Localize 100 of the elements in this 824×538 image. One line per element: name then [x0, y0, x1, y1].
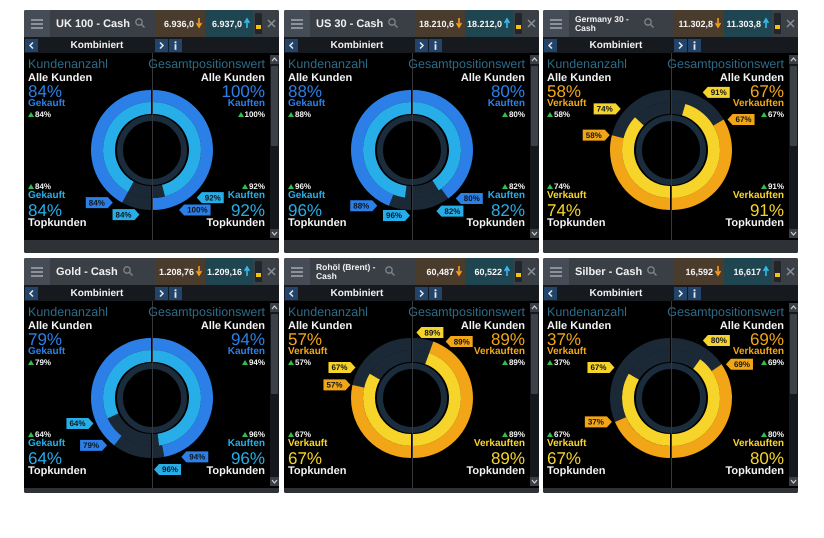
text: 80%	[508, 110, 525, 119]
text: Topkunden	[206, 217, 265, 229]
data-label: 67%	[590, 363, 606, 372]
slice-label: Verkauften	[474, 346, 525, 357]
text: Silber - Cash	[575, 266, 642, 278]
slice-label: Verkauften	[732, 346, 784, 357]
data-label: 96%	[162, 465, 178, 474]
text: 1.209,16	[206, 267, 242, 277]
text: 79%	[35, 358, 52, 367]
data-label: 80%	[464, 194, 480, 204]
category-label: Verkauft	[288, 346, 328, 357]
data-label: 89%	[424, 328, 440, 338]
text: 96%	[248, 430, 265, 439]
chart-title: Gesamtpositionswert	[408, 57, 525, 71]
text: Topkunden	[288, 217, 346, 229]
text: 58%	[554, 110, 570, 119]
chart-title: Gesamtpositionswert	[148, 305, 265, 319]
text: Topkunden	[206, 465, 265, 477]
slice-label: Verkauften	[732, 98, 784, 109]
data-label: 79%	[83, 441, 100, 450]
text: Alle Kunden	[547, 72, 612, 84]
slice-label: Verkauft	[547, 190, 586, 201]
text: Rohöl (Brent) - Cash	[316, 262, 376, 280]
text: 11.303,8	[726, 19, 761, 29]
text: 57%	[295, 358, 312, 367]
text: UK 100 - Cash	[56, 18, 130, 30]
chart-title: Gesamtpositionswert	[408, 305, 525, 319]
text: 89%	[508, 358, 525, 367]
text: Alle Kunden	[28, 72, 92, 84]
text: Gold - Cash	[56, 266, 118, 278]
chart-title: Kundenanzahl	[547, 57, 627, 71]
slice-label: Gekauft	[28, 190, 66, 201]
slice-label: Gekauft	[28, 98, 66, 109]
data-label: 64%	[69, 419, 86, 428]
text: Alle Kunden	[200, 320, 265, 332]
legend-label: Verkauft	[547, 98, 586, 109]
text: 37%	[554, 358, 570, 367]
text: 67%	[554, 430, 570, 439]
text: 84%	[35, 110, 52, 119]
data-label: 80%	[710, 336, 727, 346]
data-label: 84%	[88, 198, 105, 208]
text: Kombiniert	[70, 40, 124, 51]
slice-label: Kauften	[228, 346, 265, 357]
data-label: 69%	[734, 360, 750, 369]
slice-label: Verkauften	[732, 190, 784, 201]
text: 67%	[768, 110, 784, 119]
chart-title: Kundenanzahl	[28, 305, 108, 319]
category-label: Verkauft	[547, 346, 586, 357]
text: 69%	[768, 358, 784, 367]
text: 92%	[248, 182, 265, 191]
text: Kombiniert	[590, 288, 642, 299]
text: Topkunden	[466, 465, 525, 477]
data-label: 92%	[204, 193, 221, 202]
text: 6.936,0	[164, 19, 194, 29]
slice-label: Gekauft	[28, 346, 66, 357]
slice-label: Gekauft	[288, 98, 326, 109]
data-label: 67%	[331, 363, 348, 372]
chart-title: Gesamtpositionswert	[148, 57, 265, 71]
text: 82%	[508, 182, 525, 191]
text: Alle Kunden	[460, 320, 525, 332]
text: 1.208,76	[158, 267, 194, 277]
slice-label: Verkauft	[547, 438, 586, 449]
text: Topkunden	[547, 217, 606, 229]
text: 6.937,0	[212, 19, 242, 29]
text: Germany 30 - Cash	[575, 14, 630, 32]
data-label: 96%	[386, 211, 402, 220]
text: Topkunden	[466, 217, 525, 229]
slice-label: Verkauften	[732, 438, 784, 449]
data-label: 88%	[353, 201, 370, 210]
data-label: 84%	[116, 210, 132, 220]
text: Topkunden	[288, 465, 346, 477]
slice-label: Kauften	[488, 98, 525, 109]
text: Kombiniert	[590, 40, 642, 51]
data-label: 100%	[187, 206, 208, 215]
data-label: 37%	[588, 418, 604, 427]
legend-label: Gekauft	[28, 438, 66, 449]
data-label: 91%	[710, 88, 727, 98]
text: 11.302,8	[678, 19, 713, 29]
data-label: 74%	[596, 104, 613, 114]
chart-title: Gesamtpositionswert	[667, 57, 784, 71]
text: 60,487	[426, 267, 454, 277]
slice-label: Kauften	[228, 98, 265, 109]
data-label: 57%	[326, 380, 342, 390]
slice-label: Verkauft	[288, 438, 328, 449]
text: 60,522	[474, 267, 502, 277]
data-label: 58%	[586, 130, 602, 140]
text: 84%	[35, 182, 52, 191]
text: Alle Kunden	[28, 320, 92, 332]
text: 89%	[508, 430, 525, 439]
chart-title: Kundenanzahl	[288, 305, 368, 319]
legend-label: Kauften	[228, 190, 265, 201]
chart-title: Kundenanzahl	[547, 305, 627, 319]
text: 88%	[295, 110, 312, 119]
text: Alle Kunden	[288, 72, 352, 84]
data-label: 67%	[736, 115, 752, 124]
text: 96%	[295, 182, 312, 191]
slice-label: Kauften	[228, 438, 265, 449]
text: Alle Kunden	[460, 72, 525, 84]
text: 94%	[248, 358, 265, 367]
text: Topkunden	[28, 217, 86, 229]
